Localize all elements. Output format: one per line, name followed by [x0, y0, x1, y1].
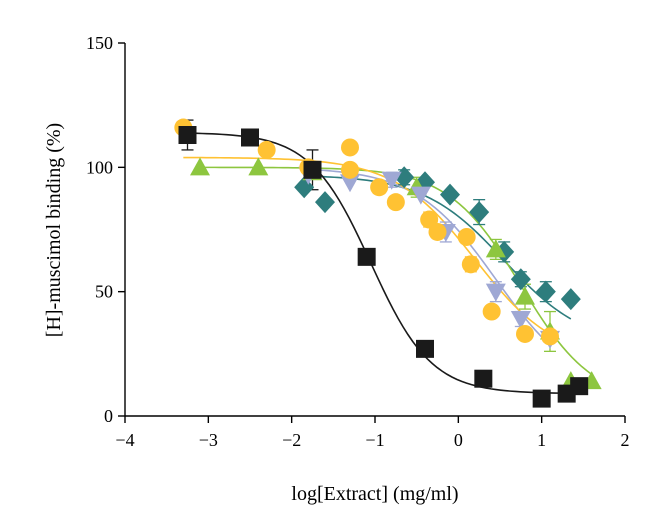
data-point-series-3 — [340, 174, 360, 193]
data-point-series-4 — [428, 222, 447, 241]
data-point-series-2 — [515, 286, 535, 305]
x-tick-label: −3 — [199, 430, 218, 450]
x-axis-title: log[Extract] (mg/ml) — [291, 483, 458, 505]
data-point-series-2 — [485, 239, 506, 258]
data-point-series-3 — [381, 171, 402, 190]
data-point-series-1 — [560, 288, 581, 311]
data-point-series-3 — [485, 283, 506, 302]
data-point-series-3 — [510, 311, 531, 330]
fit-curve-series-3 — [308, 168, 551, 346]
x-tick-label: −4 — [115, 430, 134, 450]
fit-curve-series-4 — [183, 156, 551, 335]
data-point-series-4 — [541, 327, 559, 346]
error-bars — [181, 119, 556, 352]
data-point-series-3 — [410, 186, 431, 205]
data-point-series-4 — [461, 255, 480, 274]
data-point-series-1 — [315, 191, 335, 214]
data-point-series-1 — [535, 280, 556, 303]
data-point-series-5 — [303, 160, 322, 179]
data-point-series-4 — [386, 193, 405, 212]
data-point-series-5 — [357, 247, 376, 266]
data-point-series-5 — [532, 389, 551, 408]
x-tick-label: 2 — [621, 430, 630, 450]
y-tick-label: 0 — [104, 406, 113, 426]
data-point-series-2 — [248, 157, 269, 176]
data-point-series-1 — [510, 268, 531, 291]
data-point-series-4 — [457, 227, 476, 246]
y-tick-label: 50 — [95, 282, 113, 302]
y-tick-label: 150 — [86, 33, 113, 53]
data-point-series-4 — [257, 140, 276, 159]
data-point-series-4 — [341, 160, 359, 179]
data-point-series-5 — [241, 128, 259, 147]
data-point-series-1 — [469, 201, 490, 224]
x-tick-label: −2 — [282, 430, 301, 450]
axes: −4 −3 −2 −1 0 1 2 0 50 100 150 — [86, 33, 630, 450]
data-point-series-4 — [341, 138, 359, 157]
data-markers — [174, 118, 602, 408]
data-point-series-4 — [516, 324, 534, 343]
x-tick-label: 1 — [537, 430, 546, 450]
x-tick-label: 0 — [454, 430, 463, 450]
x-tick-label: −1 — [365, 430, 384, 450]
y-axis-title: [H]-muscimol binding (%) — [43, 123, 65, 337]
y-tick-label: 100 — [86, 157, 113, 177]
data-point-series-5 — [416, 339, 434, 358]
data-point-series-4 — [482, 302, 501, 321]
data-point-series-5 — [570, 377, 589, 396]
data-point-series-1 — [440, 183, 460, 206]
data-point-series-2 — [190, 157, 210, 176]
data-point-series-5 — [474, 369, 493, 388]
data-point-series-4 — [370, 178, 389, 197]
data-point-series-5 — [178, 126, 197, 145]
